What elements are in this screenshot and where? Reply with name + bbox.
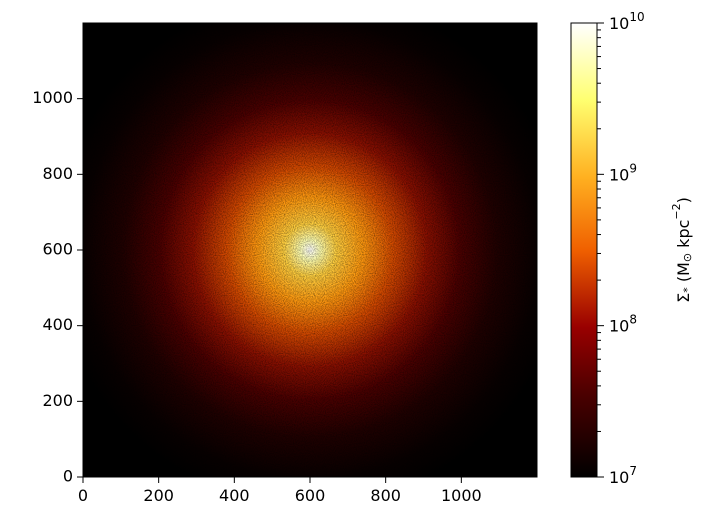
colorbar-tick-label: 109 bbox=[609, 161, 637, 184]
noise-texture bbox=[83, 23, 537, 477]
y-tick-label: 200 bbox=[42, 391, 73, 410]
y-tick-label: 0 bbox=[63, 467, 73, 486]
y-tick-label: 400 bbox=[42, 315, 73, 334]
colorbar-tick-label: 107 bbox=[609, 464, 637, 487]
plot-area bbox=[82, 22, 538, 478]
x-tick-label: 400 bbox=[219, 486, 250, 505]
colorbar-label-close: ) bbox=[674, 197, 693, 203]
y-tick-label: 800 bbox=[42, 164, 73, 183]
colorbar-tick-label: 108 bbox=[609, 313, 637, 336]
x-tick-label: 600 bbox=[295, 486, 326, 505]
y-tick-label: 1000 bbox=[32, 88, 73, 107]
y-tick-label: 600 bbox=[42, 240, 73, 259]
colorbar-label-symbol: Σ bbox=[674, 293, 693, 303]
x-axis: 0 200 400 600 800 1000 bbox=[78, 477, 482, 505]
colorbar: 107 108 109 1010 Σ* (M⊙ kpc−2) bbox=[570, 10, 694, 487]
colorbar-label-exp: −2 bbox=[670, 203, 683, 219]
colorbar-tick-label: 1010 bbox=[609, 10, 645, 33]
colorbar-tick-labels: 107 108 109 1010 bbox=[609, 10, 645, 487]
x-tick-label: 0 bbox=[78, 486, 88, 505]
x-tick-label: 800 bbox=[370, 486, 401, 505]
colorbar-ticks bbox=[597, 22, 604, 478]
x-tick-label: 1000 bbox=[441, 486, 482, 505]
x-tick-label: 200 bbox=[143, 486, 174, 505]
colorbar-label-sub: * bbox=[681, 287, 694, 293]
colorbar-label-sun: ⊙ bbox=[681, 253, 694, 262]
colorbar-label-open: (M bbox=[674, 262, 693, 287]
colorbar-gradient bbox=[570, 22, 598, 478]
y-axis: 0 200 400 600 800 1000 bbox=[32, 88, 83, 486]
colorbar-label-unit: kpc bbox=[674, 220, 693, 253]
colorbar-label: Σ* (M⊙ kpc−2) bbox=[670, 197, 694, 303]
